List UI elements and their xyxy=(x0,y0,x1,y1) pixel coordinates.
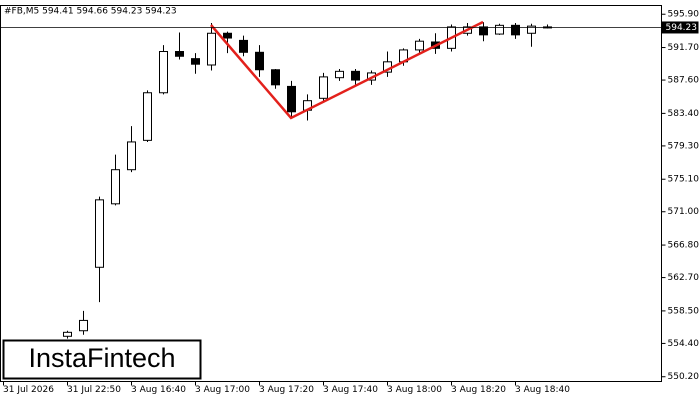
candle-body xyxy=(79,319,88,332)
plot-frame xyxy=(0,5,662,382)
candle-body xyxy=(111,169,120,205)
last-price-box xyxy=(661,21,699,34)
watermark-box xyxy=(2,339,202,380)
y-tick-label: 562.70 xyxy=(668,273,700,283)
candle-body xyxy=(191,58,200,65)
y-tick-label: 583.40 xyxy=(668,109,700,119)
candle-body xyxy=(63,331,72,337)
candle-body xyxy=(351,70,360,81)
candle-body xyxy=(415,40,424,51)
x-tick-label: 3 Aug 18:20 xyxy=(451,385,506,395)
candle-body xyxy=(527,25,536,34)
x-tick-label: 3 Aug 17:40 xyxy=(323,385,378,395)
x-tick-label: 31 Jul 2026 xyxy=(3,385,54,395)
x-tick-label: 3 Aug 18:00 xyxy=(387,385,442,395)
y-tick-label: 575.10 xyxy=(668,175,700,185)
watermark: InstaFintech xyxy=(28,343,175,373)
candle-body xyxy=(287,85,296,113)
pattern-line xyxy=(210,20,484,120)
candle-body xyxy=(335,70,344,79)
x-tick-label: 3 Aug 17:00 xyxy=(195,385,250,395)
y-tick-label: 571.00 xyxy=(668,207,700,217)
y-tick-label: 579.30 xyxy=(668,141,700,151)
last-price-label: 594.23 xyxy=(666,23,698,33)
candle-body xyxy=(479,26,488,36)
candle-body xyxy=(207,32,216,66)
candles xyxy=(63,22,552,339)
candle-body xyxy=(127,141,136,171)
candle-body xyxy=(239,39,248,53)
x-tick-label: 3 Aug 18:40 xyxy=(515,385,570,395)
candle-body xyxy=(271,69,280,86)
x-tick-label: 31 Jul 22:50 xyxy=(67,385,121,395)
candle-body xyxy=(223,32,232,39)
candle-body xyxy=(159,51,168,94)
candle-body xyxy=(95,199,104,268)
candle-body xyxy=(511,24,520,36)
y-tick-label: 587.60 xyxy=(668,76,700,86)
chart-title: #FB,M5 594.41 594.66 594.23 594.23 xyxy=(4,7,177,17)
y-tick-label: 566.80 xyxy=(668,241,700,251)
candle-body xyxy=(255,51,264,71)
x-tick-label: 3 Aug 17:20 xyxy=(259,385,314,395)
y-tick-label: 595.90 xyxy=(668,10,700,20)
y-tick-label: 591.70 xyxy=(668,43,700,53)
y-tick-label: 558.50 xyxy=(668,306,700,316)
candle-body xyxy=(143,92,152,141)
y-tick-label: 550.20 xyxy=(668,372,700,382)
x-tick-label: 3 Aug 16:40 xyxy=(131,385,186,395)
candle-body xyxy=(495,24,504,35)
y-tick-label: 554.40 xyxy=(668,339,700,349)
candle-body xyxy=(175,51,184,57)
candle-body xyxy=(319,76,328,99)
